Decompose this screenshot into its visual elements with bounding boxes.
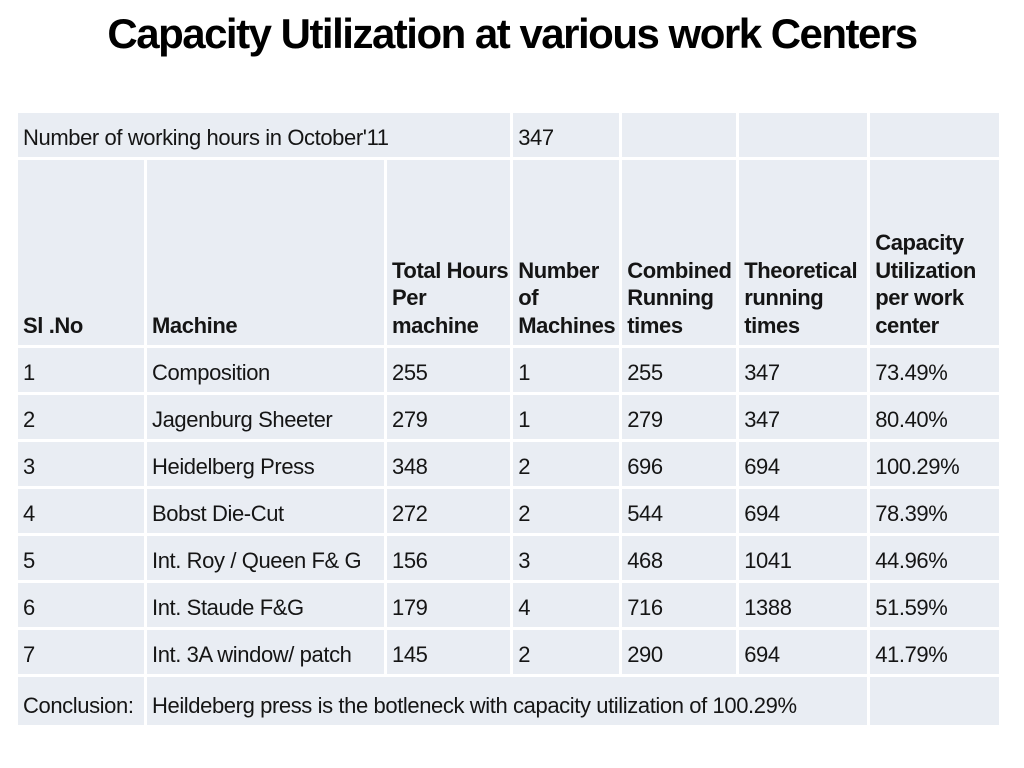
- cell-total-hours: 348: [387, 442, 511, 486]
- cell-theoretical: 694: [739, 630, 868, 674]
- cell-total-hours: 272: [387, 489, 511, 533]
- column-header-theoretical: Theoretical running times: [739, 160, 868, 345]
- table-row: 1 Composition 255 1 255 347 73.49%: [18, 348, 1000, 392]
- table-row: 3 Heidelberg Press 348 2 696 694 100.29%: [18, 442, 1000, 486]
- conclusion-text: Heildeberg press is the botleneck with c…: [147, 677, 868, 725]
- cell-machine: Bobst Die-Cut: [147, 489, 384, 533]
- header-row: Sl .No Machine Total Hours Per machine N…: [18, 160, 1000, 345]
- cell-num-machines: 2: [513, 489, 620, 533]
- capacity-table: Number of working hours in October'11 34…: [15, 110, 1002, 728]
- cell-sl-no: 7: [18, 630, 144, 674]
- cell-combined: 544: [622, 489, 737, 533]
- cell-theoretical: 694: [739, 489, 868, 533]
- cell-sl-no: 3: [18, 442, 144, 486]
- cell-machine: Composition: [147, 348, 384, 392]
- cell-theoretical: 694: [739, 442, 868, 486]
- cell-total-hours: 279: [387, 395, 511, 439]
- cell-total-hours: 145: [387, 630, 511, 674]
- column-header-combined: Combined Running times: [622, 160, 737, 345]
- cell-theoretical: 1388: [739, 583, 868, 627]
- cell-capacity: 44.96%: [870, 536, 1000, 580]
- cell-num-machines: 1: [513, 395, 620, 439]
- cell-machine: Int. Staude F&G: [147, 583, 384, 627]
- cell-capacity: 80.40%: [870, 395, 1000, 439]
- cell-sl-no: 6: [18, 583, 144, 627]
- cell-capacity: 73.49%: [870, 348, 1000, 392]
- cell-capacity: 78.39%: [870, 489, 1000, 533]
- cell-combined: 716: [622, 583, 737, 627]
- table-row: 6 Int. Staude F&G 179 4 716 1388 51.59%: [18, 583, 1000, 627]
- cell-theoretical: 347: [739, 395, 868, 439]
- cell-machine: Jagenburg Sheeter: [147, 395, 384, 439]
- column-header-machine: Machine: [147, 160, 384, 345]
- table-row: 4 Bobst Die-Cut 272 2 544 694 78.39%: [18, 489, 1000, 533]
- cell-machine: Int. Roy / Queen F& G: [147, 536, 384, 580]
- cell-combined: 696: [622, 442, 737, 486]
- cell-capacity: 100.29%: [870, 442, 1000, 486]
- empty-cell: [870, 113, 1000, 157]
- cell-total-hours: 156: [387, 536, 511, 580]
- cell-sl-no: 4: [18, 489, 144, 533]
- cell-theoretical: 347: [739, 348, 868, 392]
- cell-machine: Int. 3A window/ patch: [147, 630, 384, 674]
- cell-combined: 279: [622, 395, 737, 439]
- cell-total-hours: 179: [387, 583, 511, 627]
- empty-cell: [870, 677, 1000, 725]
- cell-num-machines: 1: [513, 348, 620, 392]
- cell-sl-no: 5: [18, 536, 144, 580]
- working-hours-value: 347: [513, 113, 620, 157]
- empty-cell: [739, 113, 868, 157]
- table-row: 5 Int. Roy / Queen F& G 156 3 468 1041 4…: [18, 536, 1000, 580]
- column-header-num-machines: Number of Machines: [513, 160, 620, 345]
- column-header-sl-no: Sl .No: [18, 160, 144, 345]
- cell-num-machines: 2: [513, 630, 620, 674]
- cell-machine: Heidelberg Press: [147, 442, 384, 486]
- cell-combined: 290: [622, 630, 737, 674]
- column-header-total-hours: Total Hours Per machine: [387, 160, 511, 345]
- table-row: 2 Jagenburg Sheeter 279 1 279 347 80.40%: [18, 395, 1000, 439]
- working-hours-label: Number of working hours in October'11: [18, 113, 511, 157]
- cell-sl-no: 2: [18, 395, 144, 439]
- cell-num-machines: 4: [513, 583, 620, 627]
- cell-capacity: 41.79%: [870, 630, 1000, 674]
- cell-sl-no: 1: [18, 348, 144, 392]
- conclusion-label: Conclusion:: [18, 677, 144, 725]
- cell-capacity: 51.59%: [870, 583, 1000, 627]
- cell-total-hours: 255: [387, 348, 511, 392]
- cell-combined: 468: [622, 536, 737, 580]
- cell-combined: 255: [622, 348, 737, 392]
- cell-num-machines: 3: [513, 536, 620, 580]
- table-row: 7 Int. 3A window/ patch 145 2 290 694 41…: [18, 630, 1000, 674]
- empty-cell: [622, 113, 737, 157]
- slide-title: Capacity Utilization at various work Cen…: [107, 10, 918, 57]
- column-header-capacity: Capacity Utilization per work center: [870, 160, 1000, 345]
- working-hours-row: Number of working hours in October'11 34…: [18, 113, 1000, 157]
- cell-num-machines: 2: [513, 442, 620, 486]
- conclusion-row: Conclusion: Heildeberg press is the botl…: [18, 677, 1000, 725]
- cell-theoretical: 1041: [739, 536, 868, 580]
